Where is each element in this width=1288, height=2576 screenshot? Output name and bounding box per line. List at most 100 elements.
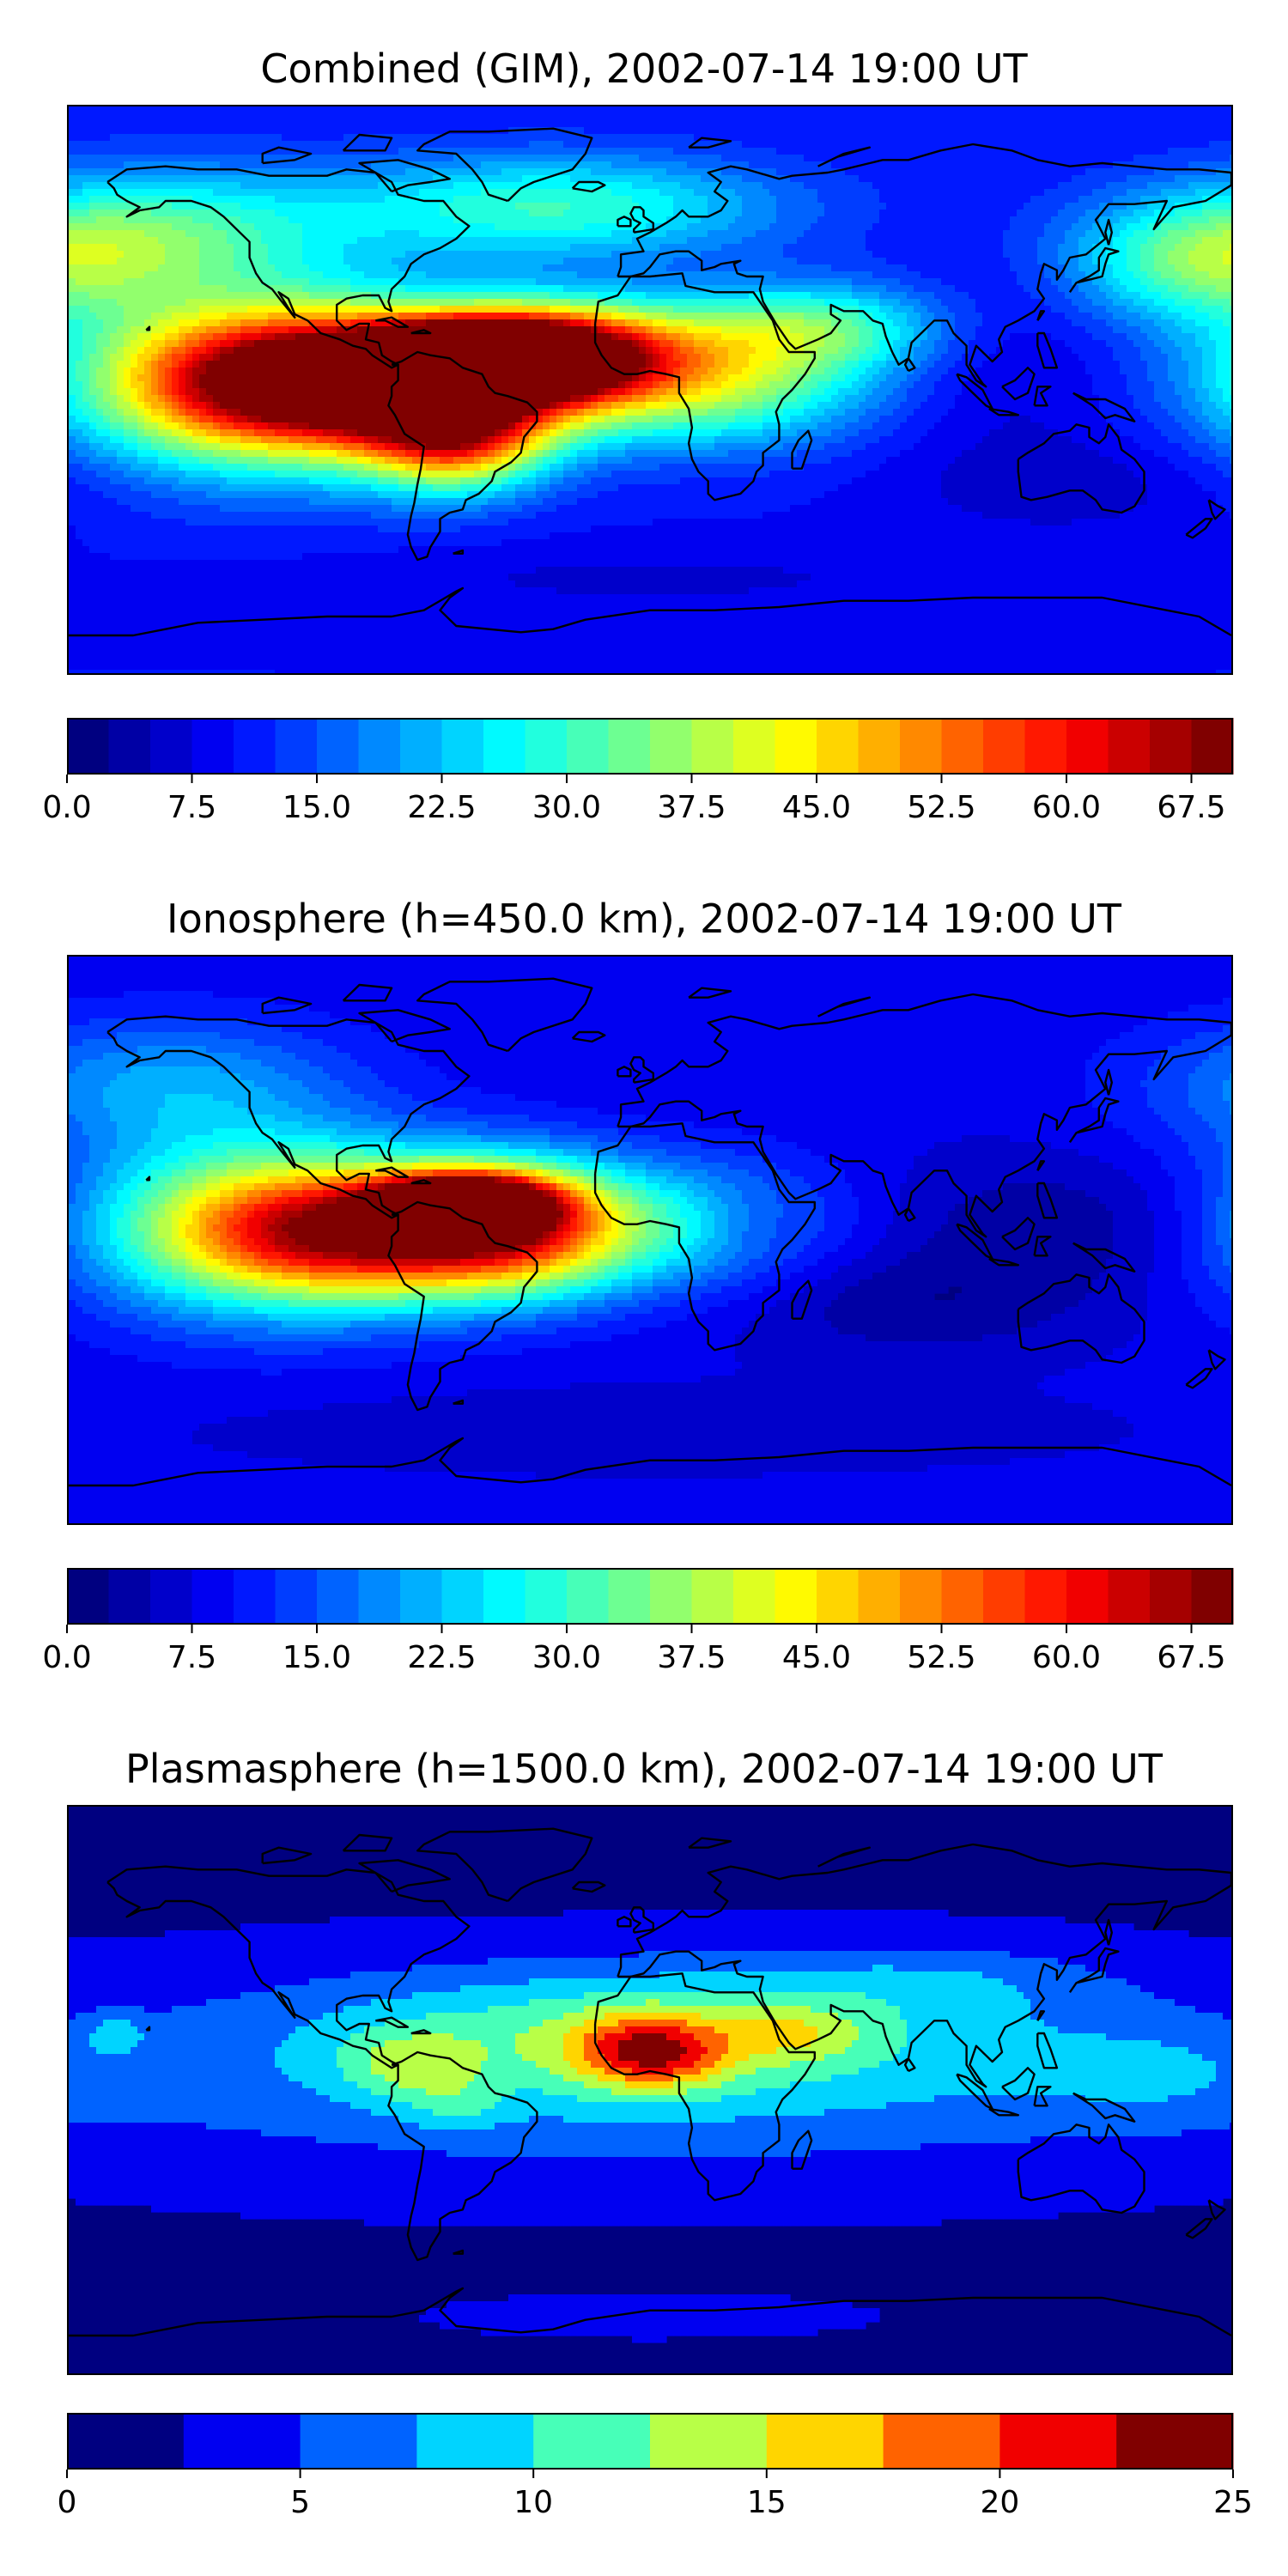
tec-cell (1003, 216, 1011, 224)
tec-cell (866, 161, 873, 169)
tec-cell (405, 155, 413, 162)
tec-cell (687, 196, 695, 204)
tec-cell (137, 182, 145, 190)
tec-cell (295, 168, 303, 176)
tec-cell (886, 155, 894, 162)
tec-cell (941, 175, 949, 183)
tec-cell (673, 196, 681, 204)
tec-cell (1161, 175, 1169, 183)
tec-cell (165, 237, 173, 245)
tec-cell (769, 251, 777, 258)
tec-cell (392, 244, 399, 252)
tec-cell (1058, 203, 1066, 210)
tec-cell (982, 148, 990, 155)
tec-cell (1051, 141, 1059, 149)
tec-cell (797, 141, 805, 149)
tec-cell (680, 148, 688, 155)
tec-cell (611, 237, 619, 245)
tec-cell (845, 264, 853, 272)
tec-cell (117, 113, 125, 121)
tec-cell (357, 299, 365, 307)
tec-cell (570, 223, 578, 231)
tec-cell (447, 230, 454, 238)
tec-cell (556, 196, 564, 204)
tec-cell (673, 127, 681, 135)
tec-cell (1017, 113, 1024, 121)
tec-cell (955, 175, 963, 183)
tec-cell (982, 189, 990, 197)
tec-cell (776, 264, 784, 272)
tec-cell (474, 196, 482, 204)
tec-cell (1030, 168, 1038, 176)
tec-cell (447, 134, 454, 142)
tec-cell (708, 244, 715, 252)
tec-cell (275, 175, 283, 183)
tec-cell (556, 168, 564, 176)
tec-cell (543, 223, 550, 231)
tec-cell (694, 244, 702, 252)
tec-cell (1216, 155, 1224, 162)
tec-cell (1037, 244, 1045, 252)
tec-cell (1147, 244, 1155, 252)
tec-cell (254, 141, 262, 149)
tec-cell (82, 141, 90, 149)
tec-cell (1195, 278, 1203, 286)
tec-cell (1120, 237, 1127, 245)
tec-cell (481, 120, 489, 128)
tec-cell (1195, 134, 1203, 142)
tec-cell (96, 244, 104, 252)
tec-cell (797, 120, 805, 128)
tec-cell (914, 175, 921, 183)
tec-cell (1195, 155, 1203, 162)
tec-cell (275, 271, 283, 279)
tec-cell (646, 237, 653, 245)
tec-cell (817, 278, 825, 286)
tec-cell (1175, 244, 1182, 252)
tec-cell (728, 196, 736, 204)
tec-cell (900, 251, 908, 258)
tec-cell (1147, 299, 1155, 307)
tec-cell (969, 120, 976, 128)
tec-cell (440, 299, 447, 307)
tec-cell (728, 216, 736, 224)
tec-cell (240, 120, 248, 128)
tec-cell (453, 264, 461, 272)
tec-cell (1182, 278, 1189, 286)
tec-cell (680, 175, 688, 183)
tec-cell (756, 141, 763, 149)
tec-cell (261, 271, 269, 279)
tec-cell (1113, 292, 1121, 300)
tec-cell (199, 148, 207, 155)
tec-cell (275, 141, 283, 149)
tec-cell (1044, 106, 1052, 114)
tec-cell (570, 237, 578, 245)
tec-cell (240, 203, 248, 210)
tec-cell (330, 216, 337, 224)
tec-cell (646, 155, 653, 162)
tec-cell (1168, 127, 1176, 135)
tec-cell (508, 306, 516, 313)
tec-cell (790, 230, 798, 238)
tec-cell (124, 210, 131, 217)
tec-cell (1182, 223, 1189, 231)
tec-cell (591, 127, 598, 135)
tec-cell (673, 189, 681, 197)
tec-cell (474, 292, 482, 300)
tec-cell (1037, 196, 1045, 204)
tec-cell (969, 285, 976, 293)
tec-cell (639, 251, 647, 258)
tec-cell (989, 223, 997, 231)
tec-cell (398, 216, 406, 224)
tec-cell (1161, 292, 1169, 300)
tec-cell (646, 134, 653, 142)
tec-cell (522, 251, 530, 258)
tec-cell (82, 210, 90, 217)
tec-cell (192, 258, 200, 265)
tec-cell (742, 189, 750, 197)
tec-cell (927, 223, 935, 231)
tec-cell (501, 258, 509, 265)
tec-cell (769, 189, 777, 197)
tec-cell (948, 244, 956, 252)
tec-cell (646, 120, 653, 128)
tec-cell (1209, 175, 1217, 183)
